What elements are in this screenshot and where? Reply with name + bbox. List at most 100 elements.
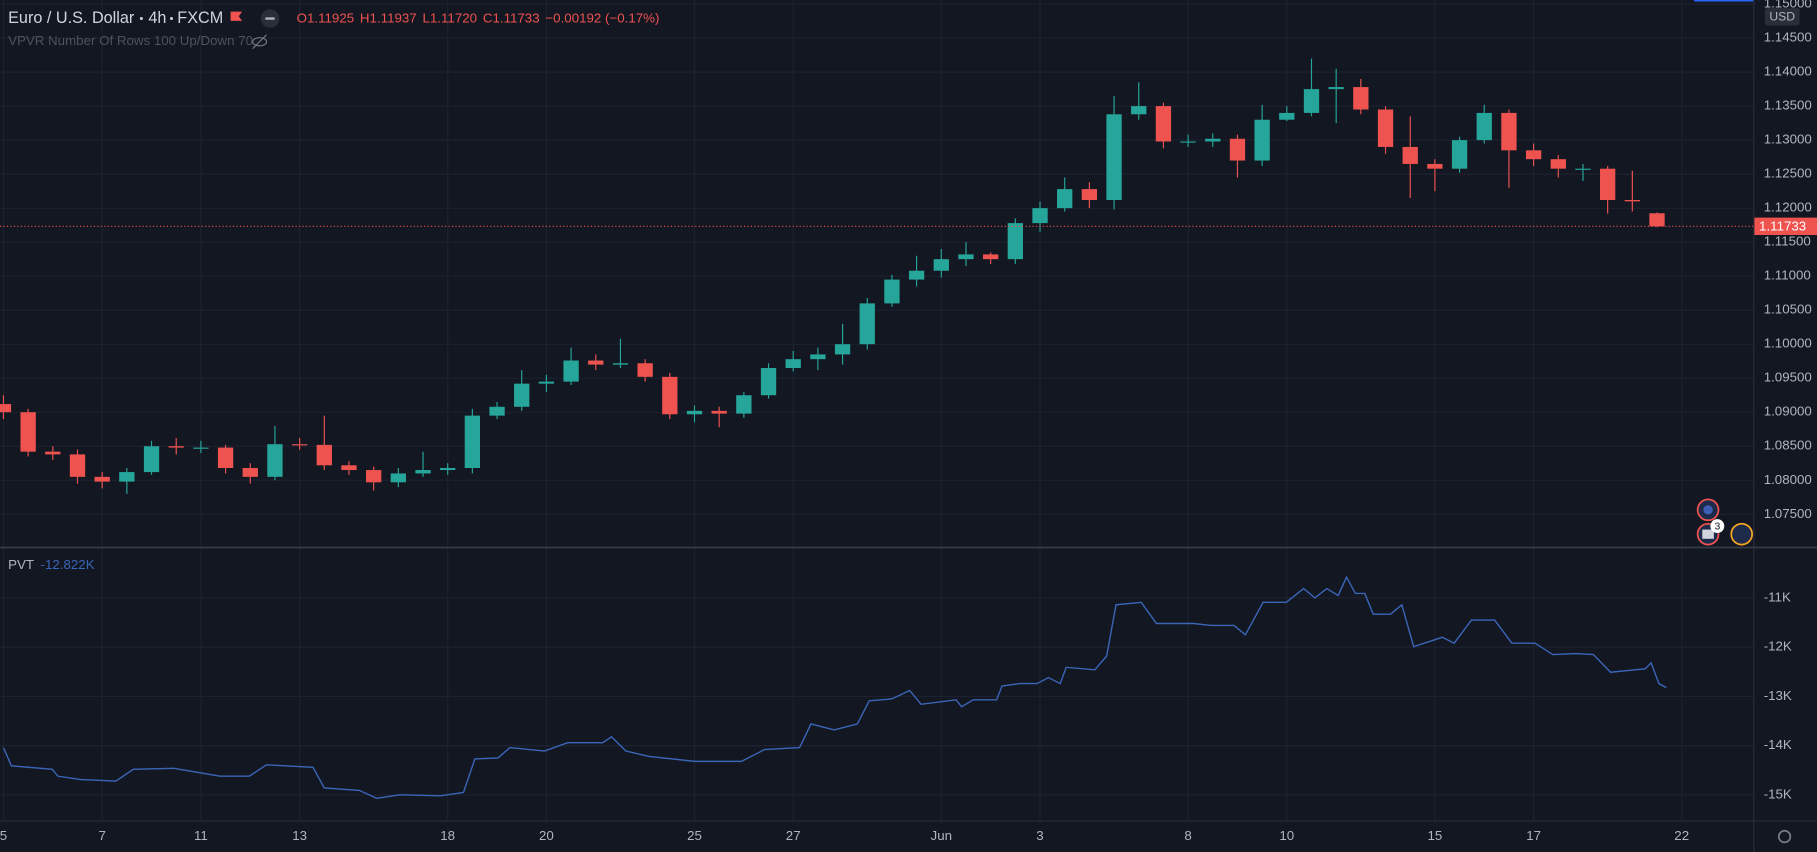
price-label: 1.11733 bbox=[1759, 218, 1806, 233]
event-badge bbox=[1710, 519, 1725, 534]
candle-body bbox=[711, 410, 727, 414]
candle-body bbox=[1279, 112, 1295, 120]
eye-slash bbox=[252, 34, 267, 50]
candle-body bbox=[662, 376, 678, 415]
grid-layer bbox=[0, 0, 1754, 821]
ohlc-label: O bbox=[297, 10, 307, 25]
candle-body bbox=[588, 360, 604, 365]
candle-body bbox=[1057, 189, 1073, 209]
currency-box[interactable] bbox=[1764, 8, 1800, 26]
ohlc-value: 1.11925 bbox=[307, 10, 354, 25]
ohlc-values: O1.11925 H1.11937 L1.11720 C1.11733 −0.00192… bbox=[297, 10, 660, 25]
y-tick-label: 1.15000 bbox=[1764, 0, 1812, 11]
candle-body bbox=[1575, 168, 1591, 170]
y-tick-label: -11K bbox=[1764, 589, 1791, 604]
candle-body bbox=[1649, 213, 1665, 227]
candle-body bbox=[242, 468, 258, 477]
x-tick-label: 27 bbox=[786, 828, 801, 843]
pvt-value: -12.822K bbox=[41, 557, 95, 572]
y-tick-label: 1.11500 bbox=[1764, 234, 1811, 249]
candle-body bbox=[1081, 189, 1098, 200]
y-tick-label: -13K bbox=[1764, 688, 1792, 703]
x-tick-label: 18 bbox=[440, 828, 455, 843]
collapse-icon bbox=[265, 17, 275, 20]
y-tick-label: 1.09000 bbox=[1764, 404, 1812, 419]
hide-icon[interactable] bbox=[252, 34, 268, 50]
candle-body bbox=[1525, 150, 1542, 160]
y-tick-label: 1.13500 bbox=[1764, 98, 1812, 113]
candle-body bbox=[1476, 112, 1492, 141]
x-tick-label: 22 bbox=[1674, 828, 1689, 843]
y-tick-label: 1.07500 bbox=[1764, 506, 1812, 521]
candle-body bbox=[366, 470, 382, 483]
candle-body bbox=[637, 363, 653, 377]
ohlc-value: 1.11937 bbox=[370, 10, 417, 25]
pvt-name: PVT bbox=[8, 557, 34, 572]
candle-body bbox=[1303, 89, 1320, 113]
candle-body bbox=[20, 412, 36, 452]
mark-layer bbox=[0, 58, 1754, 800]
candle-body bbox=[1353, 87, 1369, 110]
candle-body bbox=[538, 381, 555, 384]
event-flag bbox=[1702, 529, 1714, 539]
candle-body bbox=[217, 447, 234, 469]
x-tick-label: 13 bbox=[292, 828, 307, 843]
ohlc-label: L bbox=[423, 10, 430, 25]
candle-body bbox=[0, 404, 12, 413]
candle-body bbox=[1402, 146, 1418, 164]
candle-body bbox=[341, 465, 357, 471]
candle-body bbox=[1155, 106, 1172, 142]
candle-body bbox=[1007, 223, 1023, 260]
event-count: 3 bbox=[1714, 521, 1720, 532]
candle-body bbox=[1427, 163, 1443, 169]
candle-body bbox=[983, 254, 999, 260]
candle-body bbox=[834, 344, 851, 355]
candle-body bbox=[514, 383, 530, 407]
change: −0.00192 (−0.17%) bbox=[545, 10, 659, 25]
candle-body bbox=[810, 354, 826, 360]
event-flag bbox=[1703, 505, 1713, 515]
candle-body bbox=[1550, 159, 1566, 169]
x-tick-label: 7 bbox=[98, 828, 105, 843]
y-tick-label: 1.10000 bbox=[1764, 336, 1812, 351]
candle-body bbox=[415, 470, 431, 474]
x-tick-label: 5 bbox=[0, 828, 7, 843]
candle-body bbox=[933, 259, 949, 271]
x-tick-label: 11 bbox=[194, 828, 208, 843]
y-tick-label: 1.08500 bbox=[1764, 438, 1812, 453]
ohlc-label: H bbox=[360, 10, 370, 25]
x-tick-label: 3 bbox=[1036, 828, 1043, 843]
candle-body bbox=[1624, 199, 1640, 202]
candle-body bbox=[1229, 138, 1246, 161]
pvt-line bbox=[2, 575, 1667, 800]
source: FXCM bbox=[177, 9, 223, 27]
candle-body bbox=[1254, 119, 1270, 161]
y-tick-label: 1.13000 bbox=[1764, 132, 1812, 147]
candle-body bbox=[1205, 138, 1221, 142]
y-tick-label: 1.12000 bbox=[1764, 200, 1812, 215]
candle-body bbox=[1600, 168, 1616, 200]
separator bbox=[169, 17, 174, 21]
eye-icon bbox=[252, 37, 268, 47]
candle-body bbox=[168, 446, 184, 448]
candle-body bbox=[1106, 114, 1122, 200]
candle-body bbox=[908, 270, 925, 280]
price-label-box bbox=[1754, 217, 1817, 236]
candle-body bbox=[884, 279, 900, 304]
currency: USD bbox=[1769, 10, 1795, 24]
candle-body bbox=[686, 410, 703, 415]
y-tick-label: -12K bbox=[1764, 639, 1792, 654]
x-tick-label: 10 bbox=[1279, 828, 1294, 843]
settings-icon[interactable] bbox=[1777, 829, 1792, 844]
candle-body bbox=[69, 454, 86, 477]
y-tick-label: 1.10500 bbox=[1764, 302, 1812, 317]
candle-body bbox=[1032, 208, 1048, 224]
flag-icon[interactable] bbox=[230, 11, 243, 21]
candle-body bbox=[390, 473, 406, 483]
y-tick-label: -14K bbox=[1764, 737, 1792, 752]
event-icon[interactable] bbox=[1730, 522, 1753, 546]
candle-body bbox=[1501, 112, 1517, 151]
x-tick-label: 20 bbox=[539, 828, 554, 843]
